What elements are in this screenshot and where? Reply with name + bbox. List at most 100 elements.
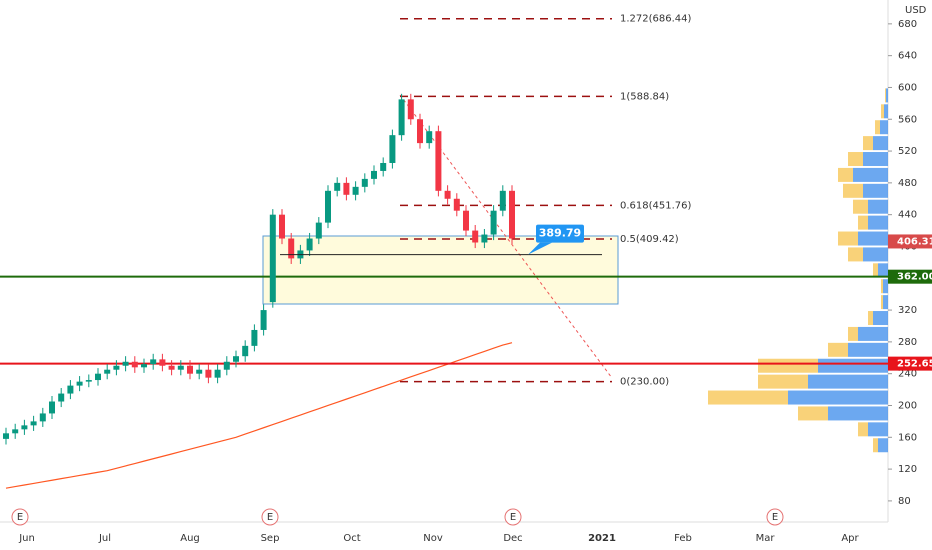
candle-body: [150, 359, 157, 365]
volume-down: [881, 279, 883, 294]
volume-down: [881, 104, 884, 119]
candle-body: [371, 170, 377, 179]
earnings-label: E: [17, 512, 23, 523]
volume-up: [863, 183, 888, 198]
candle-body: [85, 380, 92, 382]
volume-up: [878, 438, 888, 453]
last-price-label: 406.31: [897, 236, 932, 247]
y-tick-label: 320: [898, 305, 917, 316]
fib-label: 0.618(451.76): [620, 200, 692, 211]
candle-body: [67, 385, 74, 394]
candle-body: [177, 365, 184, 370]
candle-body: [417, 119, 423, 144]
candle-body: [233, 356, 239, 362]
x-tick-label: Feb: [674, 533, 692, 544]
candle-body: [21, 425, 28, 430]
candle-body: [30, 421, 37, 426]
fib-trend: [399, 94, 613, 379]
volume-up: [868, 215, 888, 230]
volume-up: [868, 199, 888, 214]
volume-up: [863, 247, 888, 262]
x-tick-label: Oct: [343, 533, 360, 544]
candle-body: [214, 369, 221, 378]
candle-body: [104, 369, 111, 374]
volume-down: [853, 199, 868, 214]
candle-body: [269, 214, 276, 303]
earnings-marker: [504, 508, 522, 526]
x-tick-label: Mar: [756, 533, 776, 544]
candle-body: [334, 182, 341, 191]
x-tick-label: Sep: [261, 533, 280, 544]
x-tick-label: Jun: [18, 533, 35, 544]
candle-body: [279, 214, 285, 239]
volume-down: [873, 438, 878, 453]
earnings-label: E: [772, 512, 778, 523]
candle-body: [141, 364, 147, 368]
x-tick-label: Nov: [423, 533, 443, 544]
price-tag-label: 252.65: [897, 359, 932, 370]
volume-up: [878, 263, 888, 278]
volume-up: [873, 311, 888, 326]
candle-body: [407, 99, 414, 120]
volume-up: [858, 231, 888, 246]
y-tick-label: 600: [898, 82, 917, 93]
y-tick-label: 120: [898, 464, 917, 475]
fib-label: 1.272(686.44): [620, 14, 692, 25]
y-tick-label: 480: [898, 178, 917, 189]
fib-label: 0.5(409.42): [620, 234, 679, 245]
candle-body: [472, 230, 479, 243]
volume-down: [881, 295, 883, 310]
volume-down: [843, 183, 863, 198]
earnings-label: E: [510, 512, 516, 523]
candle-body: [315, 222, 322, 239]
volume-down: [848, 326, 858, 341]
candle-body: [361, 178, 368, 187]
price-tag: [888, 356, 932, 371]
volume-down: [875, 120, 880, 135]
volume-down: [798, 406, 828, 421]
candle-body: [95, 373, 101, 381]
candle-body: [58, 393, 65, 402]
price-tag-label: 362.00: [897, 272, 932, 283]
zone-box: [262, 235, 619, 305]
currency: USD: [905, 5, 927, 16]
volume-down: [885, 88, 886, 103]
candle-body: [481, 234, 488, 243]
callout-box: [536, 224, 584, 243]
x-tick-label: Jul: [98, 533, 111, 544]
candle-body: [380, 162, 387, 171]
y-tick-label: 560: [898, 114, 917, 125]
volume-down: [868, 311, 873, 326]
volume-up: [883, 295, 888, 310]
earnings-marker: [11, 508, 29, 526]
candle-body: [426, 131, 433, 144]
candle-body: [490, 210, 497, 235]
candle-body: [499, 190, 506, 211]
volume-down: [848, 247, 863, 262]
callout-label: 389.79: [539, 227, 581, 240]
volume-down: [863, 136, 873, 151]
candle-body: [49, 401, 55, 414]
candle-body: [251, 329, 258, 346]
last-price-tag: [888, 234, 932, 249]
candle-body: [76, 381, 83, 386]
y-tick-label: 520: [898, 146, 917, 157]
y-tick-label: 680: [898, 19, 917, 30]
x-tick-label: 2021: [588, 533, 616, 544]
volume-up: [848, 342, 888, 357]
callout-pointer: [528, 242, 552, 255]
price-tag: [888, 269, 932, 284]
candle-body: [113, 365, 120, 370]
volume-down: [873, 263, 878, 278]
y-tick-label: 440: [898, 210, 917, 221]
volume-up: [883, 279, 888, 294]
volume-up: [853, 167, 888, 182]
earnings-marker: [766, 508, 784, 526]
candle-body: [3, 433, 9, 439]
fib-label: 0(230.00): [620, 377, 669, 388]
y-tick-label: 240: [898, 369, 917, 380]
volume-down: [838, 231, 858, 246]
candle-body: [187, 365, 193, 374]
candle-body: [288, 238, 295, 259]
candle-body: [260, 310, 267, 330]
